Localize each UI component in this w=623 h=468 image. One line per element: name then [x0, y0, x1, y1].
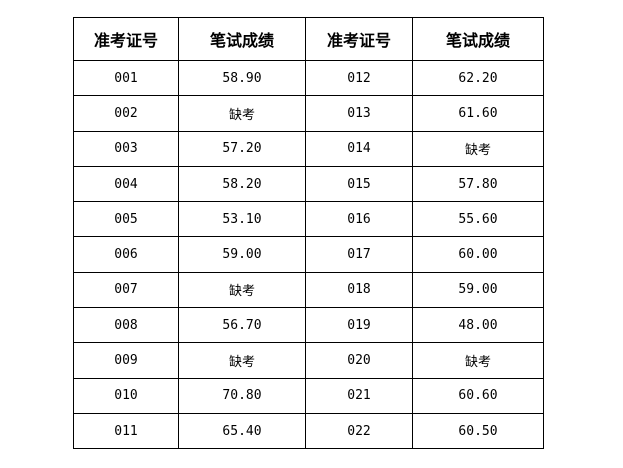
exam-id-cell: 022: [305, 412, 413, 450]
header-exam-id: 准考证号: [305, 17, 413, 61]
exam-id-cell: 005: [73, 201, 179, 238]
table-row: 004 58.20 015 57.80: [73, 165, 544, 203]
score-cell: 57.80: [412, 165, 544, 203]
exam-id-cell: 010: [73, 377, 179, 414]
table-row: 002 缺考 013 61.60: [73, 95, 544, 132]
score-cell: 缺考: [412, 130, 544, 167]
score-cell: 55.60: [412, 201, 544, 238]
score-cell: 57.20: [178, 130, 306, 167]
score-cell: 59.00: [412, 271, 544, 309]
exam-id-cell: 004: [73, 165, 179, 203]
score-cell: 缺考: [178, 342, 306, 379]
score-cell: 60.00: [412, 236, 544, 273]
exam-id-cell: 009: [73, 342, 179, 379]
score-cell: 48.00: [412, 307, 544, 344]
exam-id-cell: 015: [305, 165, 413, 203]
table-row: 001 58.90 012 62.20: [73, 59, 544, 97]
score-cell: 59.00: [178, 236, 306, 273]
table-row: 007 缺考 018 59.00: [73, 271, 544, 309]
table-row: 005 53.10 016 55.60: [73, 201, 544, 238]
header-exam-id: 准考证号: [73, 17, 179, 61]
score-cell: 58.20: [178, 165, 306, 203]
score-cell: 56.70: [178, 307, 306, 344]
score-cell: 60.60: [412, 377, 544, 414]
table-row: 011 65.40 022 60.50: [73, 412, 544, 450]
header-written-score: 笔试成绩: [178, 17, 306, 61]
score-cell: 61.60: [412, 95, 544, 132]
score-cell: 缺考: [178, 271, 306, 309]
score-table: 准考证号 笔试成绩 准考证号 笔试成绩 001 58.90 012 62.20 002 缺…: [73, 17, 544, 450]
table-row: 009 缺考 020 缺考: [73, 342, 544, 379]
exam-id-cell: 003: [73, 130, 179, 167]
score-cell: 53.10: [178, 201, 306, 238]
exam-id-cell: 002: [73, 95, 179, 132]
table-row: 003 57.20 014 缺考: [73, 130, 544, 167]
score-cell: 缺考: [178, 95, 306, 132]
exam-id-cell: 008: [73, 307, 179, 344]
table-row: 008 56.70 019 48.00: [73, 307, 544, 344]
score-cell: 60.50: [412, 412, 544, 450]
table-row: 010 70.80 021 60.60: [73, 377, 544, 414]
exam-id-cell: 019: [305, 307, 413, 344]
score-cell: 70.80: [178, 377, 306, 414]
exam-id-cell: 011: [73, 412, 179, 450]
exam-id-cell: 017: [305, 236, 413, 273]
exam-id-cell: 012: [305, 59, 413, 97]
table-row: 006 59.00 017 60.00: [73, 236, 544, 273]
score-cell: 62.20: [412, 59, 544, 97]
header-row: 准考证号 笔试成绩 准考证号 笔试成绩: [73, 17, 544, 61]
score-cell: 缺考: [412, 342, 544, 379]
score-cell: 65.40: [178, 412, 306, 450]
exam-id-cell: 018: [305, 271, 413, 309]
score-cell: 58.90: [178, 59, 306, 97]
exam-id-cell: 014: [305, 130, 413, 167]
exam-id-cell: 020: [305, 342, 413, 379]
exam-id-cell: 013: [305, 95, 413, 132]
exam-id-cell: 006: [73, 236, 179, 273]
exam-id-cell: 016: [305, 201, 413, 238]
exam-id-cell: 021: [305, 377, 413, 414]
header-written-score: 笔试成绩: [412, 17, 544, 61]
exam-id-cell: 001: [73, 59, 179, 97]
exam-id-cell: 007: [73, 271, 179, 309]
